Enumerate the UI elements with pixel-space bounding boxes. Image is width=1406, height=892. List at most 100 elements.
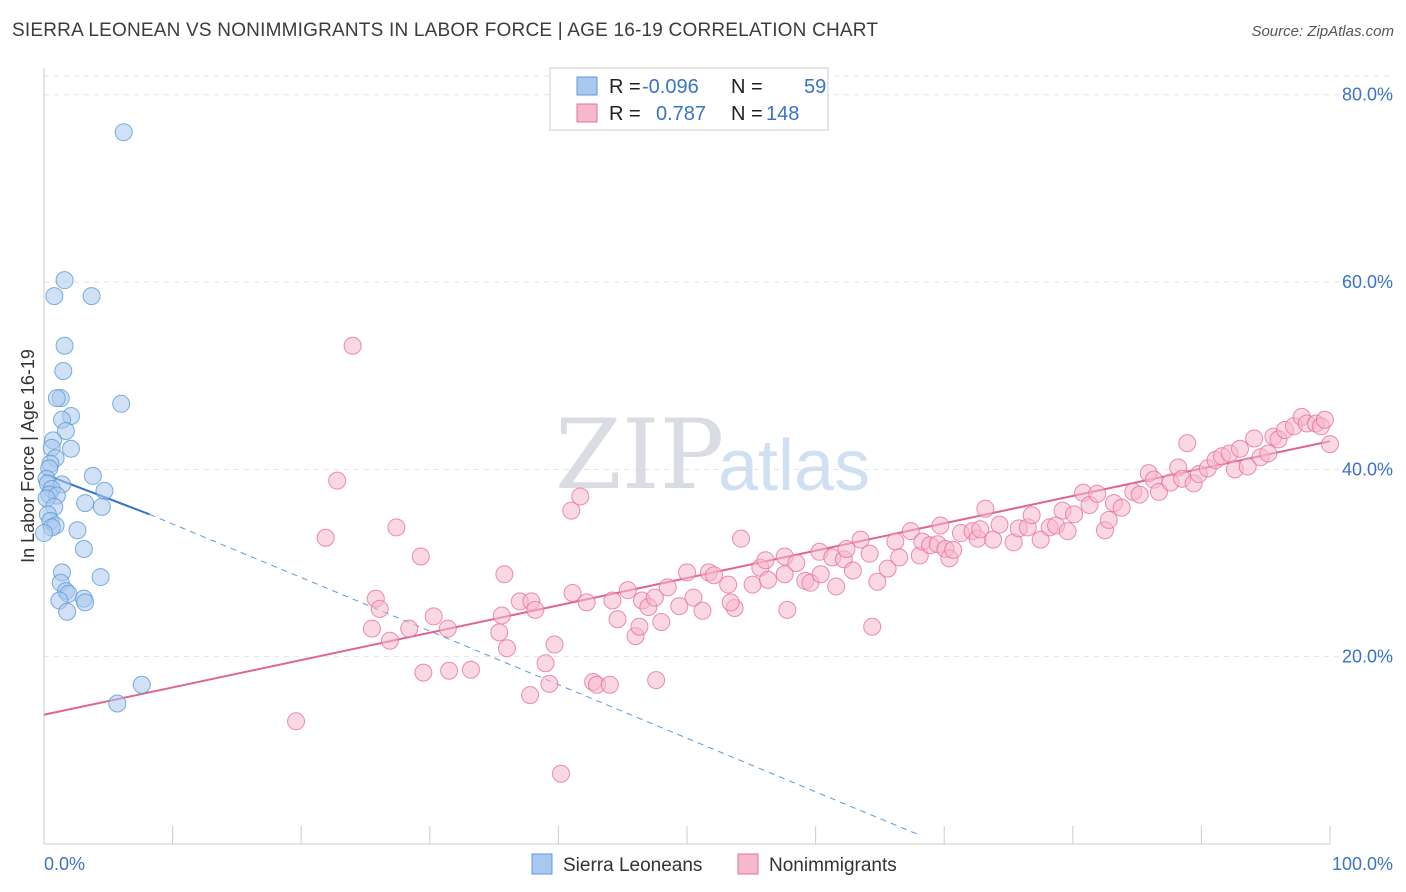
- point-sierra-leoneans-23: [95, 481, 114, 500]
- y-tick-label-20: 20.0%: [1342, 647, 1393, 667]
- point-nonimmigrants-30: [571, 487, 590, 506]
- y-axis-label: In Labor Force | Age 16-19: [18, 349, 38, 563]
- point-nonimmigrants-37: [618, 581, 637, 600]
- point-nonimmigrants-77: [878, 559, 897, 578]
- point-nonimmigrants-35: [603, 591, 622, 610]
- point-nonimmigrants-142: [1315, 410, 1334, 429]
- point-nonimmigrants-24: [536, 654, 555, 673]
- point-sierra-leoneans-2: [45, 287, 64, 306]
- watermark-atlas: atlas: [718, 426, 870, 506]
- point-nonimmigrants-72: [843, 561, 862, 580]
- legend-n-value-2: 148: [766, 103, 799, 125]
- point-nonimmigrants-29: [563, 583, 582, 602]
- point-nonimmigrants-75: [863, 617, 882, 636]
- point-nonimmigrants-79: [890, 548, 909, 567]
- bottom-legend-label-nonimmigrants: Nonimmigrants: [769, 855, 897, 876]
- x-tick-label-max: 100.0%: [1332, 854, 1393, 874]
- legend-swatch-nonimmigrants: [576, 103, 598, 123]
- point-sierra-leoneans-35: [35, 524, 53, 543]
- point-sierra-leoneans-0: [114, 123, 133, 142]
- y-tick-label-80: 80.0%: [1342, 85, 1393, 105]
- legend-r-label-1: R =: [609, 76, 641, 98]
- point-nonimmigrants-46: [670, 597, 689, 616]
- point-nonimmigrants-69: [827, 577, 846, 596]
- point-nonimmigrants-36: [608, 610, 627, 629]
- point-sierra-leoneans-38: [91, 568, 110, 587]
- legend-box: R = -0.096 N = 59 R = 0.787 N = 148: [549, 67, 829, 131]
- point-nonimmigrants-80: [901, 522, 920, 541]
- point-nonimmigrants-93: [976, 499, 995, 518]
- point-nonimmigrants-8: [380, 631, 399, 650]
- point-nonimmigrants-7: [370, 599, 389, 618]
- point-nonimmigrants-27: [551, 764, 570, 783]
- point-nonimmigrants-17: [495, 565, 514, 584]
- point-nonimmigrants-99: [1022, 506, 1041, 525]
- point-nonimmigrants-105: [1065, 505, 1084, 524]
- point-sierra-leoneans-3: [82, 287, 101, 306]
- point-sierra-leoneans-4: [55, 336, 74, 355]
- point-nonimmigrants-110: [1099, 510, 1118, 529]
- point-nonimmigrants-108: [1088, 484, 1107, 503]
- point-nonimmigrants-49: [693, 601, 712, 620]
- bottom-legend-swatch-nonimmigrants: [737, 853, 759, 875]
- legend-r-value-2: 0.787: [656, 103, 706, 125]
- point-sierra-leoneans-5: [54, 362, 73, 381]
- point-nonimmigrants-9: [400, 619, 419, 638]
- legend-r-value-1: -0.096: [642, 76, 699, 98]
- point-nonimmigrants-56: [743, 575, 762, 594]
- point-nonimmigrants-39: [630, 617, 649, 636]
- y-tick-label-40: 40.0%: [1342, 459, 1393, 479]
- point-nonimmigrants-10: [424, 607, 443, 626]
- data-points: [35, 123, 1339, 783]
- point-nonimmigrants-61: [775, 565, 794, 584]
- point-nonimmigrants-95: [990, 515, 1009, 534]
- point-sierra-leoneans-27: [76, 494, 95, 513]
- point-nonimmigrants-5: [362, 619, 381, 638]
- point-nonimmigrants-131: [1245, 429, 1264, 448]
- point-nonimmigrants-15: [287, 712, 306, 731]
- legend-n-label-1: N =: [731, 76, 763, 98]
- point-nonimmigrants-55: [732, 529, 751, 548]
- point-nonimmigrants-28: [562, 501, 581, 520]
- y-tick-labels: 20.0% 40.0% 60.0% 80.0%: [1342, 85, 1393, 667]
- point-nonimmigrants-84: [931, 516, 950, 535]
- point-nonimmigrants-23: [521, 686, 540, 705]
- point-nonimmigrants-58: [756, 551, 775, 570]
- point-nonimmigrants-67: [811, 565, 830, 584]
- point-nonimmigrants-88: [944, 540, 963, 559]
- legend-n-label-2: N =: [731, 103, 763, 125]
- point-nonimmigrants-18: [492, 606, 511, 625]
- point-sierra-leoneans-18: [83, 466, 102, 485]
- point-nonimmigrants-26: [545, 635, 564, 654]
- point-nonimmigrants-1: [328, 471, 347, 490]
- point-nonimmigrants-78: [886, 532, 905, 551]
- point-nonimmigrants-104: [1058, 522, 1077, 541]
- point-sierra-leoneans-28: [92, 497, 111, 516]
- point-nonimmigrants-59: [759, 570, 778, 589]
- point-nonimmigrants-114: [1130, 485, 1149, 504]
- point-nonimmigrants-19: [497, 639, 516, 658]
- chart-source: Source: ZipAtlas.com: [1251, 23, 1394, 40]
- point-nonimmigrants-130: [1238, 457, 1257, 476]
- point-nonimmigrants-0: [343, 336, 362, 355]
- legend-swatch-sierra-leoneans: [576, 76, 598, 96]
- point-sierra-leoneans-46: [132, 675, 151, 694]
- point-sierra-leoneans-8: [112, 394, 131, 413]
- legend-n-value-1: 59: [804, 76, 826, 98]
- point-nonimmigrants-71: [837, 539, 856, 558]
- point-sierra-leoneans-47: [108, 694, 127, 713]
- point-nonimmigrants-94: [984, 530, 1003, 549]
- bottom-legend-swatch-sierra-leoneans: [531, 853, 553, 875]
- bottom-legend: Sierra Leoneans Nonimmigrants: [531, 853, 897, 876]
- chart-title: SIERRA LEONEAN VS NONIMMIGRANTS IN LABOR…: [12, 20, 879, 41]
- point-sierra-leoneans-11: [56, 421, 75, 440]
- point-nonimmigrants-76: [868, 572, 887, 591]
- point-nonimmigrants-34: [600, 675, 619, 694]
- point-nonimmigrants-43: [647, 671, 666, 690]
- point-nonimmigrants-133: [1259, 444, 1278, 463]
- point-nonimmigrants-100: [1031, 530, 1050, 549]
- point-sierra-leoneans-43: [76, 593, 95, 612]
- point-nonimmigrants-42: [645, 588, 664, 607]
- x-tick-labels: 0.0% 100.0%: [44, 854, 1393, 874]
